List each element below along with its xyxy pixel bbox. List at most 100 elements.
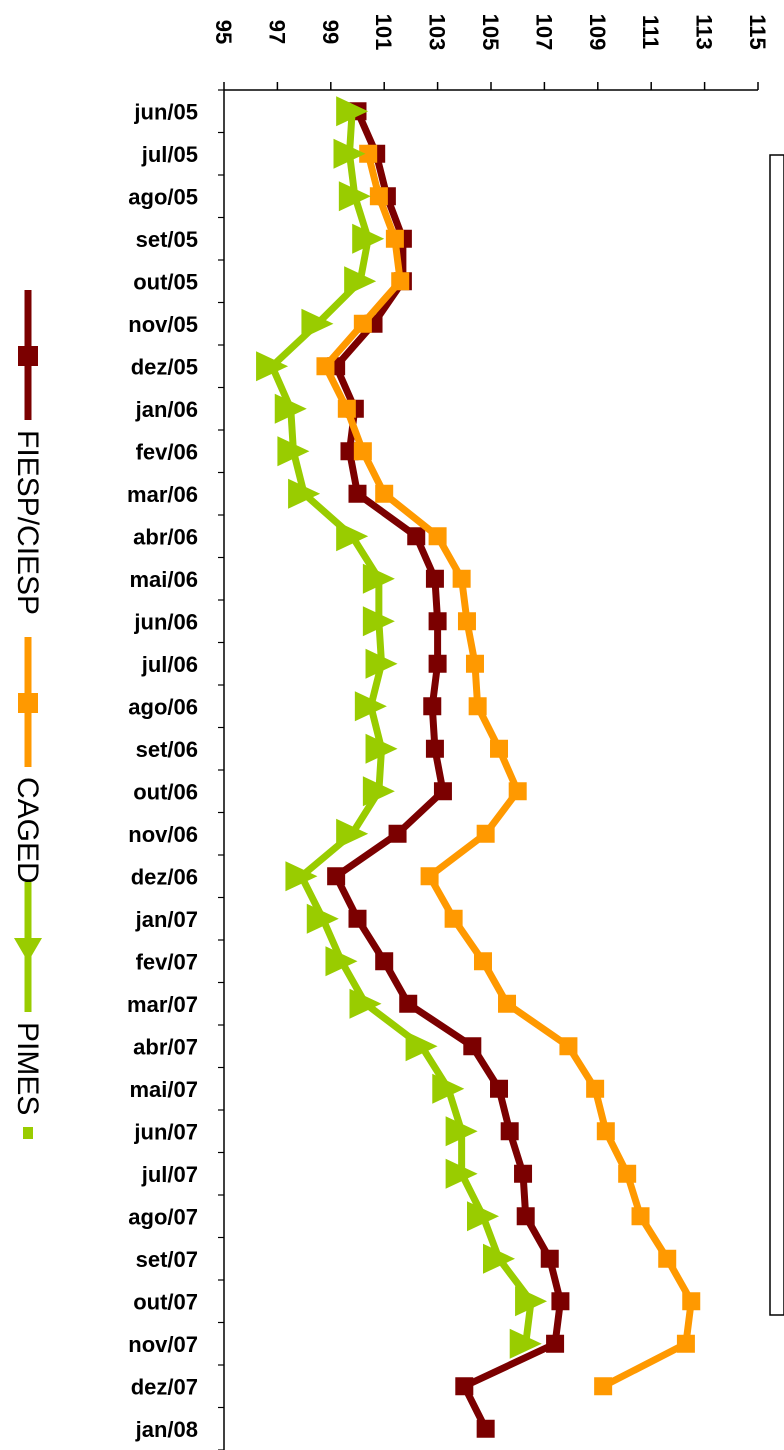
category-tick-label: abr/07 bbox=[133, 1034, 198, 1059]
data-point bbox=[425, 569, 444, 588]
data-point bbox=[336, 521, 369, 552]
data-point bbox=[388, 824, 407, 843]
data-point bbox=[546, 1334, 565, 1353]
value-tick-label: 109 bbox=[585, 14, 610, 51]
data-point bbox=[594, 1377, 613, 1396]
category-tick-label: mai/07 bbox=[130, 1077, 199, 1102]
category-tick-label: out/05 bbox=[133, 269, 198, 294]
value-tick-label: 99 bbox=[318, 20, 343, 44]
legend: FIESP/CIESP CAGED PIMES bbox=[11, 290, 44, 1139]
data-point bbox=[559, 1037, 578, 1056]
x-tick-labels: 95 97 99 101 103 105 107 109 111 113 115 bbox=[211, 14, 770, 51]
value-tick-label: 95 bbox=[211, 20, 236, 44]
data-point bbox=[428, 612, 447, 631]
data-point bbox=[476, 1419, 495, 1438]
category-tick-label: set/06 bbox=[136, 737, 198, 762]
data-point bbox=[354, 691, 387, 722]
category-tick-label: nov/06 bbox=[128, 822, 198, 847]
category-tick-label: jan/08 bbox=[135, 1417, 198, 1442]
data-point bbox=[498, 994, 517, 1013]
data-point bbox=[344, 266, 377, 297]
legend-item: FIESP/CIESP bbox=[11, 290, 44, 615]
category-tick-label: jul/06 bbox=[141, 652, 198, 677]
data-point bbox=[399, 994, 418, 1013]
data-point bbox=[676, 1334, 695, 1353]
legend-item: PIMES bbox=[11, 882, 44, 1115]
data-point bbox=[325, 946, 358, 977]
category-tick-label: mar/06 bbox=[127, 482, 198, 507]
data-point bbox=[349, 988, 382, 1019]
category-tick-label: ago/06 bbox=[128, 694, 198, 719]
category-tick-label: fev/07 bbox=[136, 949, 198, 974]
data-point bbox=[468, 697, 487, 716]
value-tick-label: 103 bbox=[425, 14, 450, 51]
data-point bbox=[407, 527, 426, 546]
data-point bbox=[405, 1031, 438, 1062]
legend-label: CAGED bbox=[11, 777, 44, 884]
data-point bbox=[316, 357, 335, 376]
data-point bbox=[256, 351, 289, 382]
y-tick-labels: jun/05 jul/05 ago/05 set/05 out/05 nov/05 dez/… bbox=[127, 99, 198, 1442]
data-point bbox=[465, 654, 484, 673]
data-point bbox=[285, 861, 318, 892]
data-point bbox=[385, 229, 404, 248]
value-tick-label: 107 bbox=[531, 14, 556, 51]
data-point bbox=[348, 484, 367, 503]
legend-box bbox=[769, 154, 784, 1316]
category-tick-label: jan/07 bbox=[135, 907, 198, 932]
data-point bbox=[428, 527, 447, 546]
category-tick-label: nov/07 bbox=[128, 1332, 198, 1357]
data-point bbox=[362, 563, 395, 594]
category-tick-label: out/07 bbox=[133, 1289, 198, 1314]
data-point bbox=[428, 654, 447, 673]
data-point bbox=[490, 1079, 509, 1098]
data-point bbox=[348, 909, 367, 928]
data-point bbox=[516, 1207, 535, 1226]
data-point bbox=[515, 1286, 548, 1317]
data-point bbox=[336, 818, 369, 849]
data-point bbox=[445, 1158, 478, 1189]
data-point bbox=[618, 1164, 637, 1183]
data-point bbox=[490, 739, 509, 758]
data-point bbox=[306, 903, 339, 934]
data-point bbox=[682, 1292, 701, 1311]
series-fiesp-ciesp bbox=[327, 102, 570, 1438]
category-tick-label: set/05 bbox=[136, 227, 198, 252]
value-tick-label: 111 bbox=[638, 15, 663, 49]
data-point bbox=[333, 138, 366, 169]
data-point bbox=[352, 223, 385, 254]
series-caged bbox=[316, 144, 701, 1396]
data-point bbox=[420, 867, 439, 886]
data-point bbox=[391, 272, 410, 291]
category-tick-label: jun/06 bbox=[133, 609, 198, 634]
data-point bbox=[362, 606, 395, 637]
category-tick-label: ago/07 bbox=[128, 1204, 198, 1229]
value-tick-label: 101 bbox=[371, 14, 396, 51]
data-point bbox=[369, 187, 388, 206]
data-point bbox=[274, 393, 307, 424]
value-tick-label: 115 bbox=[745, 14, 770, 50]
legend-swatch-marker bbox=[14, 938, 42, 962]
data-point bbox=[466, 1201, 499, 1232]
data-point bbox=[658, 1249, 677, 1268]
category-tick-label: dez/07 bbox=[131, 1374, 198, 1399]
data-point bbox=[457, 612, 476, 631]
data-point bbox=[375, 952, 394, 971]
category-tick-label: out/06 bbox=[133, 779, 198, 804]
data-point bbox=[500, 1122, 519, 1141]
category-tick-label: jul/07 bbox=[141, 1162, 198, 1187]
data-point bbox=[631, 1207, 650, 1226]
category-tick-label: nov/05 bbox=[128, 312, 198, 337]
data-point bbox=[425, 739, 444, 758]
category-tick-label: jun/07 bbox=[133, 1119, 198, 1144]
category-tick-label: mai/06 bbox=[130, 567, 199, 592]
category-tick-label: ago/05 bbox=[128, 184, 198, 209]
value-tick-label: 105 bbox=[478, 14, 503, 51]
legend-group: FIESP/CIESP CAGED PIMES bbox=[11, 290, 44, 1139]
data-point bbox=[463, 1037, 482, 1056]
value-tick-label: 97 bbox=[264, 20, 289, 44]
data-point bbox=[514, 1164, 533, 1183]
legend-extra-marker bbox=[23, 1127, 33, 1139]
data-point bbox=[508, 782, 527, 801]
